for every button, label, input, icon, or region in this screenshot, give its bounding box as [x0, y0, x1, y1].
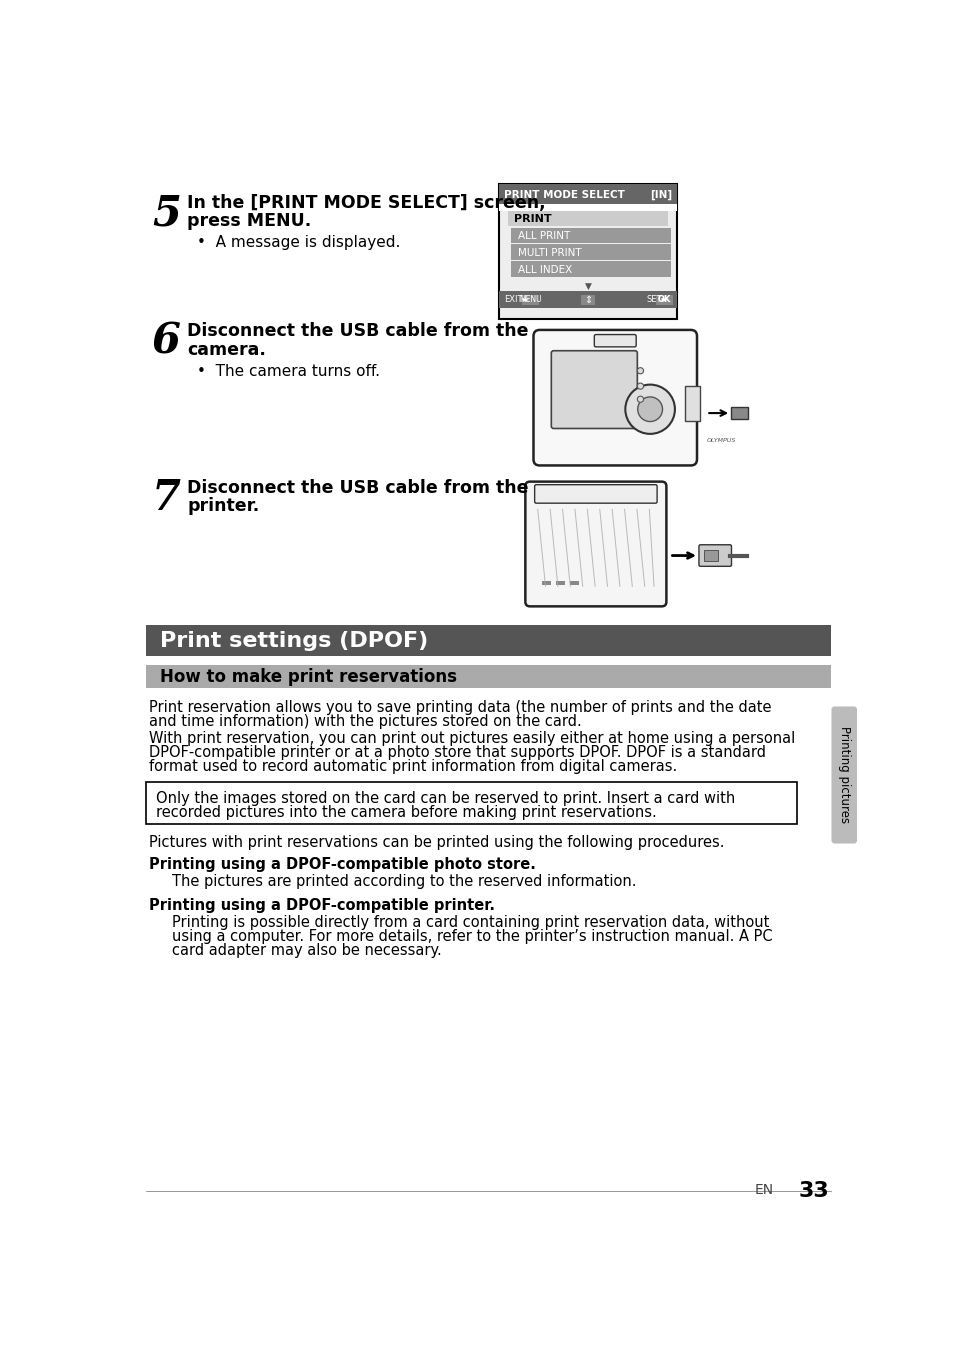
Bar	[511, 244, 670, 259]
Text: PRINT: PRINT	[514, 214, 552, 224]
Text: Disconnect the USB cable from the: Disconnect the USB cable from the	[187, 322, 528, 341]
Text: ALL PRINT: ALL PRINT	[517, 231, 569, 242]
Text: MENU: MENU	[519, 296, 541, 304]
Bar	[498, 185, 677, 319]
Bar	[703, 550, 718, 560]
Circle shape	[637, 383, 643, 389]
Text: DPOF-compatible printer or at a photo store that supports DPOF. DPOF is a standa: DPOF-compatible printer or at a photo st…	[149, 745, 765, 760]
Circle shape	[624, 384, 674, 434]
Bar	[511, 262, 670, 277]
Bar	[498, 185, 677, 205]
Bar	[555, 581, 564, 585]
Bar	[511, 228, 670, 243]
Bar	[569, 581, 578, 585]
Bar	[655, 296, 672, 305]
FancyBboxPatch shape	[534, 484, 657, 503]
Bar	[146, 624, 831, 655]
Bar	[521, 296, 538, 305]
Text: 5: 5	[152, 193, 181, 235]
FancyBboxPatch shape	[594, 335, 636, 347]
FancyBboxPatch shape	[551, 350, 637, 429]
Bar	[541, 581, 550, 585]
Bar	[580, 296, 595, 305]
Text: EN: EN	[754, 1183, 773, 1197]
Text: PRINT MODE SELECT: PRINT MODE SELECT	[504, 190, 624, 201]
Text: printer.: printer.	[187, 497, 259, 516]
FancyBboxPatch shape	[831, 707, 856, 844]
Circle shape	[637, 396, 643, 402]
Bar	[146, 782, 797, 824]
Text: Disconnect the USB cable from the: Disconnect the USB cable from the	[187, 479, 528, 497]
Text: Only the images stored on the card can be reserved to print. Insert a card with: Only the images stored on the card can b…	[156, 791, 735, 806]
Text: In the [PRINT MODE SELECT] screen,: In the [PRINT MODE SELECT] screen,	[187, 194, 545, 212]
Text: card adapter may also be necessary.: card adapter may also be necessary.	[172, 943, 441, 958]
Text: Print settings (DPOF): Print settings (DPOF)	[159, 631, 427, 651]
Bar	[498, 205, 677, 210]
Text: MULTI PRINT: MULTI PRINT	[517, 248, 580, 258]
Bar	[146, 665, 831, 688]
FancyBboxPatch shape	[533, 330, 697, 465]
Text: using a computer. For more details, refer to the printer’s instruction manual. A: using a computer. For more details, refe…	[172, 930, 772, 944]
Circle shape	[637, 396, 661, 422]
Text: format used to record automatic print information from digital cameras.: format used to record automatic print in…	[149, 759, 677, 773]
Bar	[498, 290, 677, 308]
Text: The pictures are printed according to the reserved information.: The pictures are printed according to th…	[172, 874, 636, 889]
Text: camera.: camera.	[187, 341, 266, 358]
Text: OK: OK	[657, 296, 670, 304]
Text: OLYMPUS: OLYMPUS	[706, 438, 736, 444]
Bar	[730, 407, 747, 419]
FancyBboxPatch shape	[525, 482, 666, 607]
Text: Printing is possible directly from a card containing print reservation data, wit: Printing is possible directly from a car…	[172, 915, 768, 930]
Text: Printing pictures: Printing pictures	[837, 726, 850, 824]
Text: 7: 7	[152, 478, 181, 518]
Text: ALL INDEX: ALL INDEX	[517, 265, 571, 275]
Text: press MENU.: press MENU.	[187, 212, 312, 231]
Text: 33: 33	[798, 1181, 828, 1201]
Text: With print reservation, you can print out pictures easily either at home using a: With print reservation, you can print ou…	[149, 731, 794, 746]
Circle shape	[637, 368, 643, 373]
Text: Print reservation allows you to save printing data (the number of prints and the: Print reservation allows you to save pri…	[149, 700, 770, 715]
Text: recorded pictures into the camera before making print reservations.: recorded pictures into the camera before…	[156, 805, 657, 820]
Text: •  The camera turns off.: • The camera turns off.	[196, 364, 379, 379]
Text: Printing using a DPOF-compatible photo store.: Printing using a DPOF-compatible photo s…	[149, 856, 535, 871]
Text: •  A message is displayed.: • A message is displayed.	[196, 235, 399, 250]
Text: ⇕: ⇕	[583, 294, 592, 305]
Text: 6: 6	[152, 320, 181, 362]
Bar	[508, 210, 667, 227]
FancyBboxPatch shape	[699, 544, 731, 566]
Text: Pictures with print reservations can be printed using the following procedures.: Pictures with print reservations can be …	[149, 835, 723, 849]
Text: [IN]: [IN]	[650, 190, 672, 201]
Text: ▼: ▼	[584, 281, 591, 290]
Text: and time information) with the pictures stored on the card.: and time information) with the pictures …	[149, 714, 580, 729]
Text: How to make print reservations: How to make print reservations	[159, 668, 456, 687]
Text: EXIT►: EXIT►	[503, 296, 528, 304]
Text: SET►: SET►	[645, 296, 667, 304]
Bar	[684, 387, 700, 421]
Text: Printing using a DPOF-compatible printer.: Printing using a DPOF-compatible printer…	[149, 898, 495, 913]
